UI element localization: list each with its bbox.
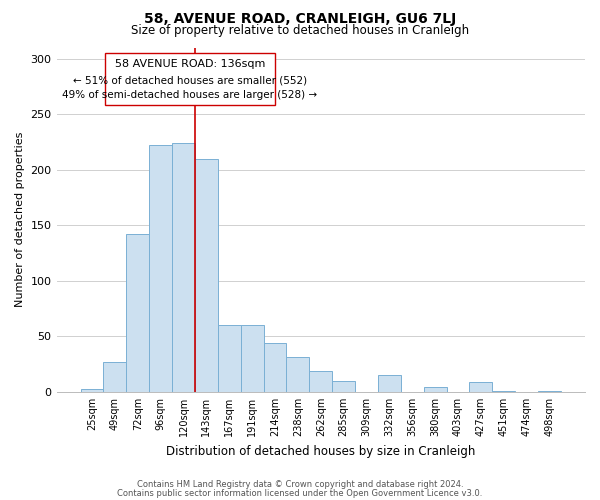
Text: Size of property relative to detached houses in Cranleigh: Size of property relative to detached ho… xyxy=(131,24,469,37)
Text: ← 51% of detached houses are smaller (552): ← 51% of detached houses are smaller (55… xyxy=(73,76,307,86)
Text: Contains public sector information licensed under the Open Government Licence v3: Contains public sector information licen… xyxy=(118,488,482,498)
Bar xyxy=(80,388,103,392)
Bar xyxy=(103,362,127,392)
X-axis label: Distribution of detached houses by size in Cranleigh: Distribution of detached houses by size … xyxy=(166,444,475,458)
Bar xyxy=(127,234,149,392)
Text: 58 AVENUE ROAD: 136sqm: 58 AVENUE ROAD: 136sqm xyxy=(115,58,265,68)
Bar xyxy=(469,382,493,392)
Text: 58, AVENUE ROAD, CRANLEIGH, GU6 7LJ: 58, AVENUE ROAD, CRANLEIGH, GU6 7LJ xyxy=(144,12,456,26)
Text: Contains HM Land Registry data © Crown copyright and database right 2024.: Contains HM Land Registry data © Crown c… xyxy=(137,480,463,489)
Bar xyxy=(263,343,286,392)
Bar xyxy=(149,146,172,392)
Bar xyxy=(493,391,515,392)
Bar xyxy=(172,143,195,392)
Bar xyxy=(538,391,561,392)
Bar xyxy=(241,326,263,392)
Text: 49% of semi-detached houses are larger (528) →: 49% of semi-detached houses are larger (… xyxy=(62,90,317,100)
FancyBboxPatch shape xyxy=(104,53,275,106)
Bar xyxy=(378,376,401,392)
Bar xyxy=(424,388,446,392)
Bar xyxy=(286,358,310,392)
Bar xyxy=(332,381,355,392)
Y-axis label: Number of detached properties: Number of detached properties xyxy=(15,132,25,308)
Bar xyxy=(195,158,218,392)
Bar xyxy=(310,371,332,392)
Bar xyxy=(218,326,241,392)
